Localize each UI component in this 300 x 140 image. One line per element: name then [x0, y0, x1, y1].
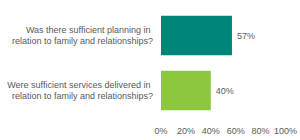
svg-text:40%: 40% — [202, 126, 220, 136]
svg-text:Were sufficient services deliv: Were sufficient services delivered in — [7, 80, 153, 90]
svg-text:Was there sufficient planning: Was there sufficient planning in — [26, 25, 153, 35]
svg-text:57%: 57% — [237, 31, 255, 41]
svg-text:relation to family and relatio: relation to family and relationships? — [12, 91, 153, 101]
svg-text:100%: 100% — [274, 126, 297, 136]
svg-text:60%: 60% — [227, 126, 245, 136]
svg-text:20%: 20% — [177, 126, 195, 136]
svg-text:0%: 0% — [154, 126, 167, 136]
svg-text:80%: 80% — [252, 126, 270, 136]
svg-text:relation to family and relatio: relation to family and relationships? — [12, 36, 153, 46]
svg-text:40%: 40% — [216, 86, 234, 96]
